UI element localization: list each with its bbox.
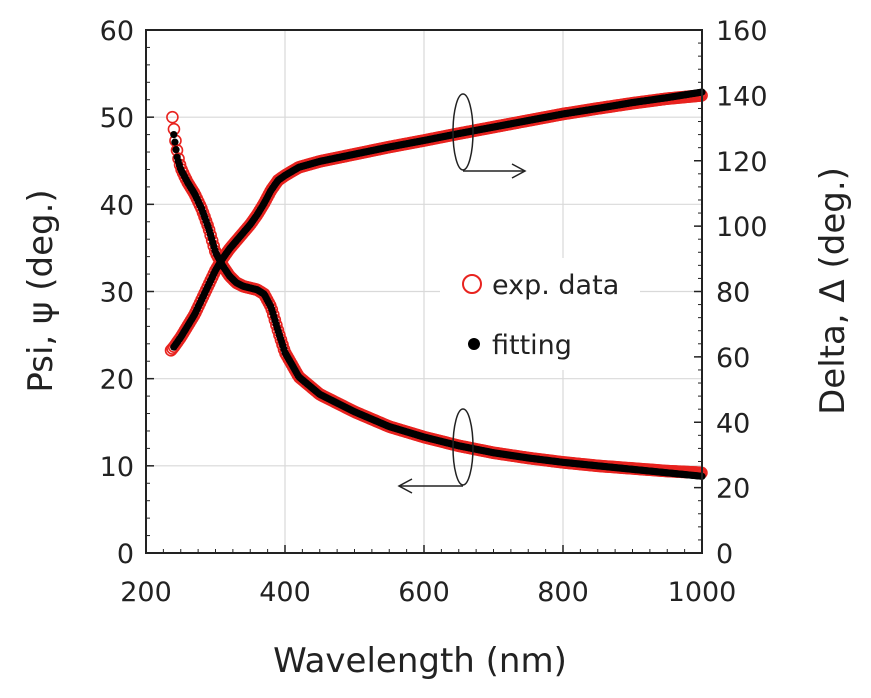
- fit-point-psi: [170, 131, 178, 139]
- y-left-tick-label: 20: [100, 365, 134, 396]
- series-fitting-psi: [170, 131, 706, 480]
- x-axis-title: Wavelength (nm): [273, 641, 567, 681]
- delta-indicator-arrow-head: [511, 163, 527, 179]
- y-right-tick-label: 40: [716, 408, 750, 439]
- y-right-tick-label: 140: [716, 81, 768, 112]
- right-y-axis-title: Delta, Δ (deg.): [813, 167, 853, 415]
- legend-label-fitting: fitting: [492, 330, 572, 361]
- x-tick-label: 200: [120, 577, 172, 608]
- y-right-tick-label: 80: [716, 278, 750, 309]
- legend-marker-exp-data: [462, 274, 482, 294]
- y-right-tick-label: 0: [716, 539, 733, 570]
- x-tick-label: 600: [398, 577, 450, 608]
- y-right-tick-label: 100: [716, 212, 768, 243]
- y-right-tick-label: 160: [716, 16, 768, 47]
- y-right-tick-label: 20: [716, 474, 750, 505]
- x-tick-label: 800: [537, 577, 589, 608]
- plot-frame: [145, 29, 703, 554]
- legend-marker-fitting: [468, 338, 480, 350]
- psi-indicator-ellipse: [452, 408, 474, 486]
- fit-point-psi: [171, 138, 179, 146]
- y-right-tick-label: 60: [716, 343, 750, 374]
- y-left-tick-label: 50: [100, 103, 134, 134]
- y-left-tick-label: 60: [100, 16, 134, 47]
- psi-axis-indicator: [397, 408, 474, 494]
- legend: exp. data fitting: [440, 258, 640, 370]
- legend-label-exp-data: exp. data: [492, 270, 619, 301]
- y-left-tick-label: 10: [100, 452, 134, 483]
- y-right-tick-label: 120: [716, 147, 768, 178]
- y-left-tick-label: 0: [117, 539, 134, 570]
- x-tick-label: 400: [259, 577, 311, 608]
- series-fitting-delta: [170, 88, 706, 351]
- x-tick-label: 1000: [668, 577, 737, 608]
- tick-labels: 200 400 600 800 1000010203040506002040608010…: [100, 16, 768, 608]
- data-layer: [164, 88, 708, 480]
- data-point-psi: [166, 110, 179, 124]
- legend-background: [440, 258, 640, 370]
- delta-indicator-ellipse: [452, 93, 474, 171]
- fit-point-psi: [172, 146, 180, 154]
- delta-axis-indicator: [452, 93, 527, 179]
- left-y-axis-title: Psi, ψ (deg.): [21, 189, 61, 392]
- psi-indicator-arrow-head: [397, 478, 413, 494]
- y-left-tick-label: 40: [100, 190, 134, 221]
- y-left-tick-label: 30: [100, 278, 134, 309]
